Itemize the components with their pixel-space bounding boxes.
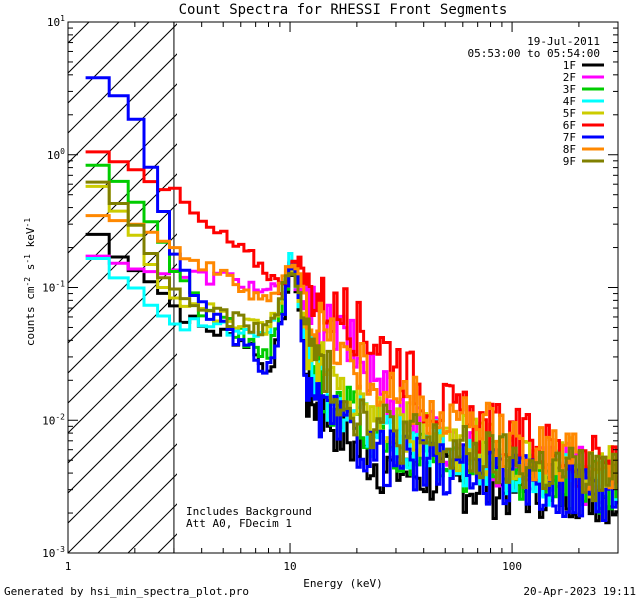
series-line-1F: [85, 232, 618, 525]
hatch-line: [68, 23, 177, 134]
y-tick-labels: 101 100 10-1 10-2 10-3: [42, 14, 65, 560]
hatch-line: [68, 353, 177, 464]
legend-time-range: 05:53:00 to 05:54:00: [468, 47, 600, 60]
axis-ticks: [67, 21, 619, 554]
annotation-attenuator: Att A0, FDecim 1: [186, 517, 292, 530]
legend-label-4F: 4F: [563, 95, 576, 108]
y-tick-label: 10-3: [42, 545, 65, 560]
x-axis-label: Energy (keV): [303, 577, 382, 590]
annotation-background: Includes Background: [186, 505, 312, 518]
x-tick-label: 10: [283, 560, 296, 573]
x-tick-labels: 1 10 100: [65, 560, 522, 573]
legend-label-3F: 3F: [563, 83, 576, 96]
y-tick-label: 100: [47, 147, 65, 162]
footer-generated-by: Generated by hsi_min_spectra_plot.pro: [4, 585, 249, 598]
series-line-7F: [85, 76, 618, 522]
series-layer: [85, 76, 618, 525]
hatch-line: [68, 383, 177, 494]
series-line-6F: [85, 150, 618, 488]
hatch-line: [68, 443, 177, 553]
chart-title: Count Spectra for RHESSI Front Segments: [179, 2, 508, 18]
hatch-line: [68, 83, 177, 194]
series-line-4F: [85, 252, 618, 510]
hatch-line: [68, 53, 177, 164]
legend-label-8F: 8F: [563, 143, 576, 156]
legend-label-9F: 9F: [563, 155, 576, 168]
series-line-9F: [85, 180, 618, 503]
legend-label-1F: 1F: [563, 59, 576, 72]
y-tick-label: 10-1: [42, 280, 65, 295]
x-tick-label: 100: [502, 560, 522, 573]
hatch-line: [0, 0, 98, 553]
hatch-line: [68, 203, 177, 314]
legend-label-2F: 2F: [563, 71, 576, 84]
legend-date: 19-Jul-2011: [527, 35, 600, 48]
legend-label-7F: 7F: [563, 131, 576, 144]
y-axis-label: counts cm-2 s-1 keV-1: [23, 218, 37, 346]
hatch-line: [68, 413, 177, 524]
series-line-8F: [85, 214, 618, 491]
hatch-line: [68, 173, 177, 284]
legend-label-6F: 6F: [563, 119, 576, 132]
hatch-line: [68, 22, 150, 104]
y-tick-label: 101: [47, 14, 65, 29]
y-tick-label: 10-2: [42, 412, 65, 427]
legend-label-5F: 5F: [563, 107, 576, 120]
x-tick-label: 1: [65, 560, 72, 573]
footer-timestamp: 20-Apr-2023 19:11: [523, 585, 636, 598]
hatch-line: [68, 22, 120, 74]
